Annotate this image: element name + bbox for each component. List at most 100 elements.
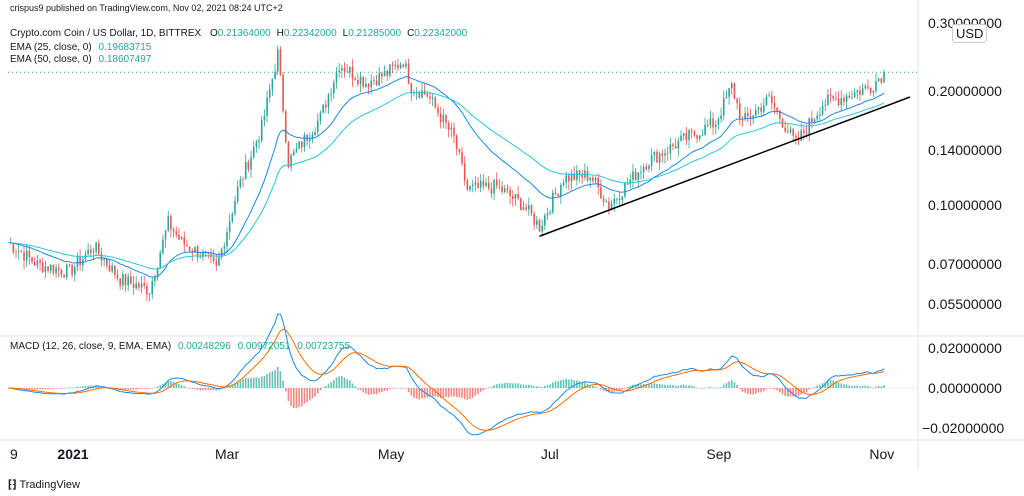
candle-body [560,185,562,196]
macd-histogram-bar [765,388,768,390]
candle-body [680,135,682,142]
macd-histogram-bar [589,384,592,388]
candle-body [525,207,527,210]
candle-body [578,170,581,175]
macd-histogram-bar [28,388,31,390]
candle-body [450,127,453,130]
ema50-label: EMA (50, close, 0) [10,54,92,65]
candle-body [146,285,148,295]
macd-histogram-bar [124,388,127,391]
candle-body [688,130,690,140]
macd-histogram-bar [33,388,36,390]
candle-body [517,194,519,199]
candle-body [260,120,263,141]
macd-histogram-bar [167,380,170,388]
candle-body [130,276,132,284]
candle-body [172,229,175,232]
candle-body [370,80,373,88]
macd-histogram-bar [597,387,600,389]
candle-body [327,94,330,108]
candle-body [180,237,183,240]
candle-body [282,74,284,112]
macd-histogram-bar [669,384,672,388]
candle-body [300,141,303,148]
candle-body [100,253,103,261]
candle-body [341,67,343,71]
macd-histogram-bar [712,387,714,389]
candle-body [188,246,191,251]
macd-histogram-bar [218,388,220,391]
macd-histogram-bar [730,380,733,388]
macd-tick-label: −0.02000000 [922,420,1005,436]
macd-histogram-bar [677,385,680,388]
macd-histogram-bar [536,386,538,388]
candle-body [557,193,559,196]
macd-histogram-bar [183,386,186,388]
macd-histogram-bar [266,373,268,388]
macd-histogram-bar [803,388,805,394]
macd-histogram-bar [717,387,720,389]
macd-histogram-bar [239,379,242,388]
macd-histogram-bar [538,386,541,388]
macd-histogram-bar [447,388,450,398]
macd-histogram-bar [250,378,252,388]
candle-body [752,115,754,118]
macd-histogram-bar [202,388,204,391]
macd-histogram-bar [616,388,618,391]
candle-body [111,265,113,272]
macd-histogram-bar [434,388,437,397]
candle-body [653,151,656,156]
macd-histogram-bar [311,388,314,399]
macd-histogram-bar [864,385,867,388]
macd-histogram-bar [813,386,816,388]
candle-body [31,257,33,262]
candle-body [258,140,260,143]
candle-body [845,95,848,102]
candle-body [231,213,234,222]
candle-body [776,107,778,111]
price-tick-label: 0.20000000 [928,82,1002,99]
candle-body [600,187,602,199]
candle-body [664,153,666,156]
tradingview-brand: TradingView [19,479,80,491]
macd-histogram-bar [287,388,290,402]
macd-histogram-bar [757,388,760,393]
candle-body [501,186,503,192]
candle-body [573,173,575,180]
macd-histogram-bar [231,384,234,388]
macd-histogram-bar [755,388,757,394]
candle-body [317,120,319,133]
price-tick-label: 0.05500000 [928,296,1002,313]
candle-body [576,170,578,180]
candle-body [744,113,746,120]
candle-body [453,127,455,136]
candle-body [236,186,239,202]
macd-histogram-bar [354,386,356,388]
macd-histogram-bar [466,388,469,400]
candle-body [549,212,551,214]
macd-histogram-bar [57,388,60,389]
candle-body [170,216,172,230]
candle-body [733,83,736,99]
macd-histogram-bar [773,388,776,390]
candle-body [792,128,794,136]
macd-histogram-bar [877,385,880,388]
macd-line-value: 0.00972051 [237,341,291,352]
candle-body [421,90,423,98]
macd-histogram-bar [768,388,770,389]
macd-histogram-bar [837,382,840,388]
candle-body [864,86,867,89]
macd-histogram-bar [562,379,565,388]
macd-histogram-bar [624,388,626,389]
macd-histogram-bar [263,375,266,388]
time-tick-label: Nov [869,446,895,462]
macd-histogram-bar [244,377,247,388]
macd-histogram-bar [522,384,525,388]
macd-histogram-bar [71,387,73,389]
candle-body [594,177,597,181]
candle-body [877,78,880,81]
macd-histogram-bar [143,388,146,389]
macd-histogram-bar [383,388,386,391]
currency-badge[interactable]: USD [952,24,988,43]
